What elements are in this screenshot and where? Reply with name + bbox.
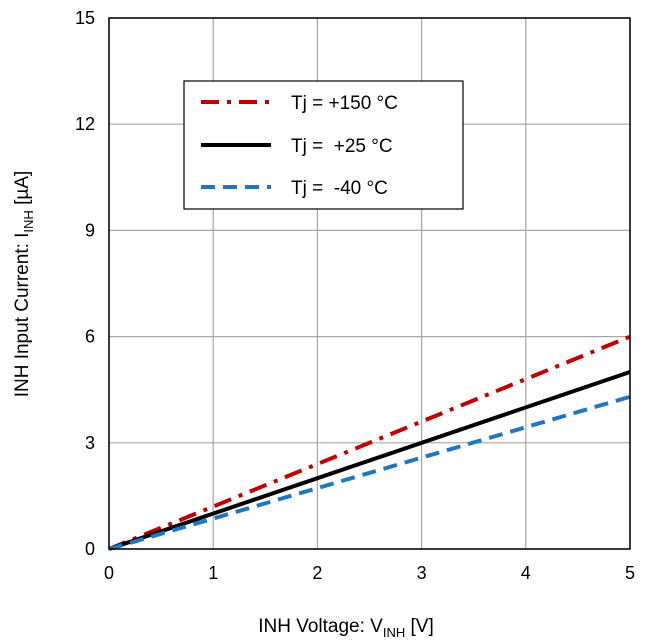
x-tick-labels: 0 1 2 3 4 5 <box>104 563 635 583</box>
y-tick-label: 12 <box>75 114 95 134</box>
y-tick-label: 6 <box>85 327 95 347</box>
x-tick-label: 5 <box>625 563 635 583</box>
plot-frame <box>108 17 631 550</box>
x-tick-label: 1 <box>208 563 218 583</box>
x-tick-label: 2 <box>312 563 322 583</box>
y-tick-label: 3 <box>85 433 95 453</box>
x-tick-label: 3 <box>417 563 427 583</box>
series-line-3 <box>108 394 631 551</box>
x-axis-title: INH Voltage: VINH [V] <box>258 616 434 640</box>
series-line-1 <box>108 334 631 551</box>
legend-label-2: Tj = +25 °C <box>291 136 393 157</box>
legend: Tj = +150 °C Tj = +25 °C Tj = -40 °C <box>183 80 464 210</box>
y-tick-label: 15 <box>75 8 95 28</box>
y-tick-label: 9 <box>85 220 95 240</box>
series-layer <box>108 334 631 551</box>
legend-label-1: Tj = +150 °C <box>291 93 398 114</box>
series-line-2 <box>108 370 631 551</box>
x-tick-label: 4 <box>521 563 531 583</box>
x-tick-label: 0 <box>104 563 114 583</box>
y-axis-title: INH Input Current: IINH [µA] <box>12 171 36 398</box>
legend-label-3: Tj = -40 °C <box>291 178 388 199</box>
y-tick-label: 0 <box>85 539 95 559</box>
y-tick-labels: 0 3 6 9 12 15 <box>75 8 95 559</box>
